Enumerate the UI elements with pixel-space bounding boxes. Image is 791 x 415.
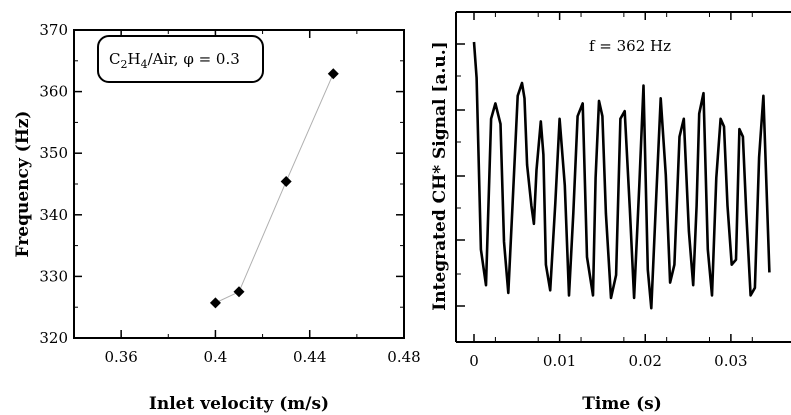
left-x-tick-label: 0.4 [203, 348, 227, 366]
right-x-tick-label: 0.01 [543, 352, 576, 370]
right-x-tick-label: 0.02 [629, 352, 662, 370]
left-y-axis-ticks: 320 330 340 350 360 370 [39, 21, 404, 347]
right-x-tick-label: 0.03 [714, 352, 747, 370]
left-y-tick-label: 340 [39, 206, 68, 224]
right-annotation: f = 362 Hz [589, 37, 671, 55]
left-x-tick-label: 0.48 [387, 348, 420, 366]
right-x-tick-label: 0 [469, 352, 479, 370]
left-y-tick-label: 360 [39, 83, 68, 101]
right-x-axis-title: Time (s) [582, 394, 662, 414]
left-y-axis-title: Frequency (Hz) [13, 111, 33, 258]
left-annotation-text: C2H4/Air, φ = 0.3 [109, 50, 240, 71]
left-y-tick-label: 370 [39, 21, 68, 39]
left-series-line [215, 73, 334, 304]
data-point-diamond [233, 286, 245, 298]
ch-signal-line [472, 41, 771, 310]
left-y-tick-label: 320 [39, 329, 68, 347]
left-series [209, 68, 339, 309]
data-point-diamond [280, 176, 292, 188]
right-x-axis-ticks: 0 0.01 0.02 0.03 [469, 12, 753, 370]
left-x-tick-label: 0.36 [104, 348, 137, 366]
right-y-axis-title: Integrated CH* Signal [a.u.] [430, 41, 450, 310]
left-x-tick-label: 0.44 [293, 348, 326, 366]
left-x-axis-title: Inlet velocity (m/s) [149, 394, 329, 414]
frequency-vs-velocity-chart: 320 330 340 350 360 370 0.36 0.4 0.44 0.48 C2H4/… [13, 21, 421, 414]
left-y-tick-label: 330 [39, 267, 68, 285]
left-annotation-box [97, 35, 264, 83]
right-y-axis-ticks [456, 11, 465, 343]
data-point-diamond [327, 68, 339, 80]
ch-signal-vs-time-chart: 0 0.01 0.02 0.03 f = 362 Hz Time (s) Integr… [430, 11, 791, 414]
left-y-tick-label: 350 [39, 144, 68, 162]
right-series [472, 41, 771, 310]
data-point-diamond [209, 297, 221, 309]
